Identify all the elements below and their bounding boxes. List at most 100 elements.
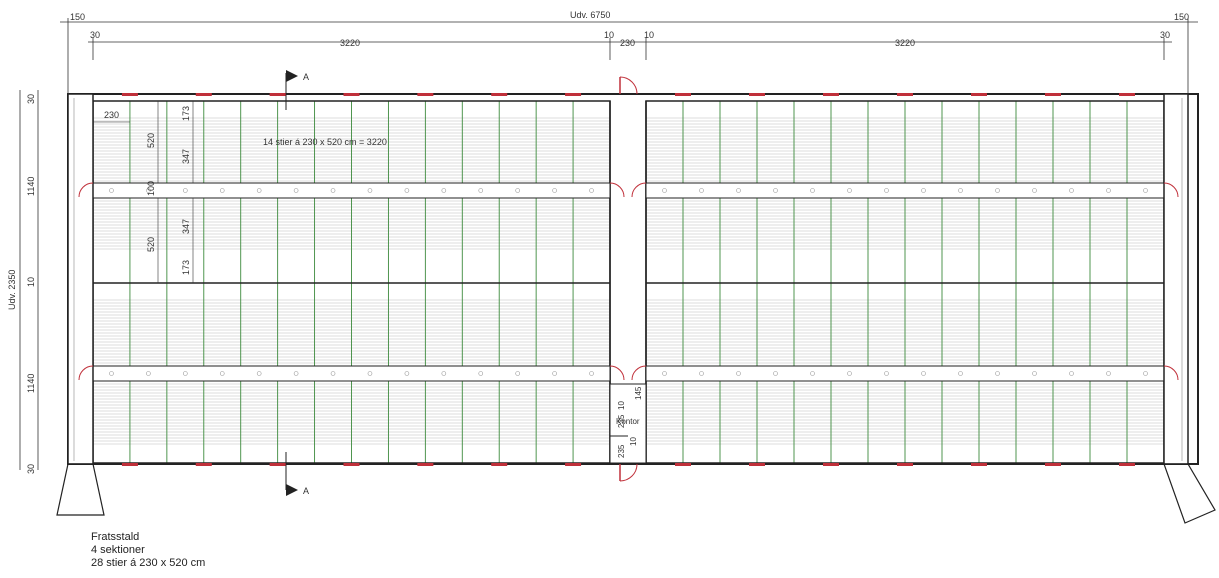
feeder-marker [1143,371,1148,376]
dim-slat-lower-a: 173 [181,260,191,275]
feed-aisle-lower-right [645,365,1165,382]
feeder-marker [183,371,188,376]
dim-wall-left: 30 [90,30,100,40]
feeder-marker [847,188,852,193]
feeder-marker [995,188,1000,193]
window-top [195,93,212,96]
window-bottom [675,463,691,466]
feeder-marker [515,188,520,193]
feed-aisle-upper-right [645,182,1165,199]
feeder-marker [552,371,557,376]
window-top [417,93,434,96]
office-dim-b: 10 [617,401,626,410]
feeder-marker [1032,188,1037,193]
feeder-marker [146,371,151,376]
feeder-markers [109,188,1148,376]
office-label: Kontor [616,417,640,426]
svg-text:A: A [303,486,309,496]
dim-feed-aisle: 100 [146,181,156,196]
feeder-marker [367,188,373,193]
section-marker-top: A [285,70,309,110]
feeder-marker [367,371,373,376]
feeder-marker [404,188,410,193]
window-bottom [491,463,508,466]
feeder-marker [589,371,594,376]
office-dim-e: 145 [634,386,643,400]
top-dimension-chain [60,18,1198,94]
door-end-left [78,182,94,381]
door-center-top [619,76,638,95]
feeder-marker [109,188,114,193]
left-ramp [56,463,105,516]
dim-right-overhang: 150 [1174,12,1189,22]
window-bottom [269,463,286,466]
feeder-marker [478,188,484,193]
window-bottom [121,463,138,466]
window-bottom [749,463,765,466]
door-center-bottom [619,463,638,482]
feeder-marker [884,188,889,193]
feeder-marker [478,371,484,376]
window-top [823,93,839,96]
pen-note: 14 stier á 230 x 520 cm = 3220 [263,137,387,147]
feeder-marker [662,371,667,376]
window-bottom [823,463,839,466]
feeder-marker [552,188,557,193]
window-bottom [417,463,434,466]
window-top [491,93,508,96]
dim-pen-width: 230 [104,110,119,120]
left-dimension-chain [19,90,39,470]
feeder-marker [699,188,704,193]
dim-left-overhang: 150 [70,12,85,22]
feeder-marker [330,371,336,376]
feed-aisle-upper-left [92,182,611,199]
dim-depth-upper: 1140 [26,177,36,196]
feeder-marker [810,188,815,193]
feeder-marker [330,188,336,193]
dim-slat-lower-b: 347 [181,219,191,234]
dim-wall-right: 30 [1160,30,1170,40]
dim-pen-length-lower: 520 [146,237,156,252]
right-end-wall [1163,93,1189,465]
window-bottom [195,463,212,466]
svg-text:A: A [303,72,309,82]
dim-depth-lower: 1140 [26,374,36,393]
feeder-marker [773,371,778,376]
feeder-marker [958,188,963,193]
internal-dimension-lines [93,101,194,283]
office-room [609,383,647,464]
dim-depth-middle: 10 [26,277,36,287]
feeder-marker [1032,371,1037,376]
feeder-marker [256,371,262,376]
door-end-right [1163,182,1179,381]
dim-depth-top-wall: 30 [26,94,36,104]
feeder-marker [995,371,1000,376]
feeder-marker [1069,371,1074,376]
dim-center-wall-b: 10 [644,30,654,40]
feeder-marker [1143,188,1148,193]
feeder-marker [256,188,262,193]
caption-line-2: 4 sektioner [91,544,145,556]
window-top [269,93,286,96]
dim-slat-upper-b: 347 [181,149,191,164]
right-ramp [1163,463,1216,524]
dim-slat-upper-a: 173 [181,106,191,121]
feeder-marker [773,188,778,193]
feeder-marker [146,188,151,193]
window-top [121,93,138,96]
window-top [749,93,765,96]
feeder-marker [515,371,520,376]
dim-overall-depth: Udv. 2350 [7,270,17,310]
dim-section-left: 3220 [340,38,360,48]
feeder-marker [441,371,447,376]
office-dim-a: 235 [617,414,626,428]
office-dim-d: 10 [629,437,638,446]
window-top [1045,93,1061,96]
feeder-marker [699,371,704,376]
feeder-marker [1106,188,1111,193]
feed-aisle-lower-left [92,365,611,382]
feeder-marker [847,371,852,376]
feeder-marker [662,188,667,193]
feeder-marker [921,371,926,376]
